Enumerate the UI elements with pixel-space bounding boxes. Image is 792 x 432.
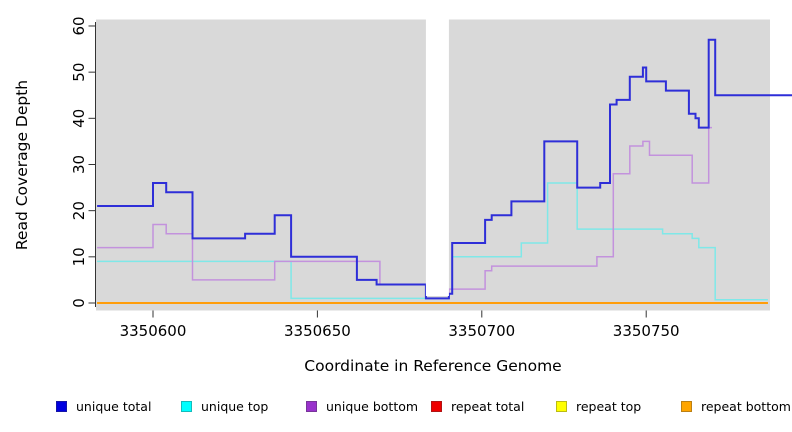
y-tick-label: 10 (70, 247, 88, 266)
y-tick-label: 0 (70, 298, 88, 308)
y-tick-label: 60 (70, 16, 88, 35)
x-axis-title: Coordinate in Reference Genome (304, 357, 562, 375)
x-tick-label: 3350750 (613, 322, 680, 340)
y-tick-label: 40 (70, 109, 88, 128)
y-axis-title: Read Coverage Depth (13, 80, 31, 250)
y-tick-label: 20 (70, 201, 88, 220)
series-line-unique-total (97, 38, 792, 300)
x-tick-label: 3350700 (448, 322, 515, 340)
masked-gap-band (425, 15, 449, 296)
y-tick-label: 50 (70, 63, 88, 82)
y-tick-label: 30 (70, 155, 88, 174)
series-line-unique-bottom (97, 126, 712, 300)
x-tick-label: 3350650 (284, 322, 351, 340)
x-tick-label: 3350600 (120, 322, 187, 340)
